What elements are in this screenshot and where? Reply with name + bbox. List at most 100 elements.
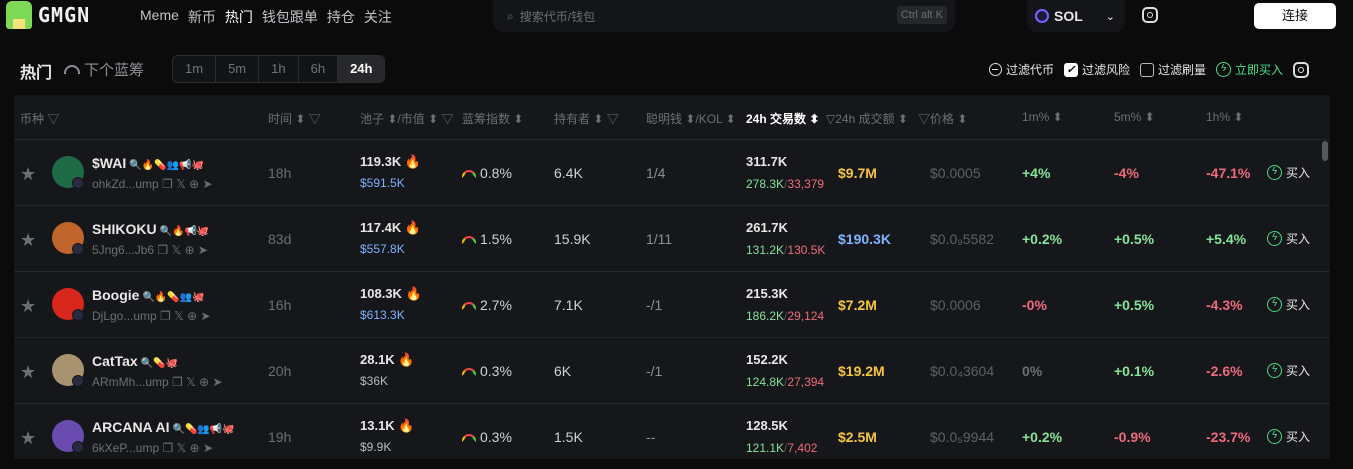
lightning-icon: ϟ xyxy=(1267,429,1282,444)
token-address[interactable]: ARmMh...ump ❐ 𝕏 ⊕ ➤ xyxy=(92,375,223,389)
table-row[interactable]: ★ SHIKOKU 🔍🔥📢🐙 5Jng6...Jb6 ❐ 𝕏 ⊕ ➤ 83d 11… xyxy=(14,205,1330,271)
bluechip-index: 1.5% xyxy=(462,231,512,247)
token-name[interactable]: Boogie 🔍🔥💊👥🐙 xyxy=(92,287,205,303)
logo[interactable]: GMGN xyxy=(6,1,90,29)
buy-button[interactable]: ϟ 买入 xyxy=(1267,164,1310,181)
copy-x-web-telegram-icons[interactable]: ❐ 𝕏 ⊕ ➤ xyxy=(157,243,208,257)
price: $0.0006 xyxy=(930,297,981,313)
buys-sells: 278.3K/33,379 xyxy=(746,177,825,191)
bluechip-index: 2.7% xyxy=(462,297,512,313)
copy-x-web-telegram-icons[interactable]: ❐ 𝕏 ⊕ ➤ xyxy=(172,375,223,389)
search-input[interactable]: ⌕ 搜索代币/钱包 Ctrl alt K xyxy=(493,0,955,32)
buy-button[interactable]: ϟ 买入 xyxy=(1267,362,1310,379)
col-smart-kol[interactable]: 聪明钱 ⬍/KOL ⬍ xyxy=(646,112,736,126)
nav-item[interactable]: 关注 xyxy=(363,9,392,25)
token-name[interactable]: ARCANA AI 🔍💊👥📢🐙 xyxy=(92,419,235,435)
tab-6h[interactable]: 6h xyxy=(299,56,339,82)
copy-x-web-telegram-icons[interactable]: ❐ 𝕏 ⊕ ➤ xyxy=(162,177,213,191)
tab-1h[interactable]: 1h xyxy=(259,56,299,82)
tab-1m[interactable]: 1m xyxy=(173,56,217,82)
tab-24h[interactable]: 24h xyxy=(338,56,385,82)
buy-button[interactable]: ϟ 买入 xyxy=(1267,230,1310,247)
quick-buy-toggle[interactable]: ϟ 立即买入 xyxy=(1215,61,1283,78)
minus-circle-icon xyxy=(988,63,1002,76)
favorite-star-icon[interactable]: ★ xyxy=(20,428,37,448)
col-volume[interactable]: ▽24h 成交额 ⬍ xyxy=(826,112,908,126)
favorite-star-icon[interactable]: ★ xyxy=(20,296,37,316)
token-name[interactable]: CatTax 🔍💊🐙 xyxy=(92,353,179,369)
nav-item[interactable]: 钱包跟单 xyxy=(261,9,318,25)
nav-item[interactable]: 新币 xyxy=(187,9,216,25)
col-pool-mcap[interactable]: 池子 ⬍/市值 ⬍ ▽ xyxy=(360,112,454,126)
shortcut-hint: Ctrl alt K xyxy=(896,6,947,24)
solana-badge-icon xyxy=(72,243,84,255)
scrollbar[interactable] xyxy=(1322,141,1328,161)
token-address[interactable]: DjLgo...ump ❐ 𝕏 ⊕ ➤ xyxy=(92,309,211,323)
lightning-icon: ϟ xyxy=(1267,297,1282,312)
buys-sells: 131.2K/130.5K xyxy=(746,243,826,257)
lightning-icon: ϟ xyxy=(1267,165,1282,180)
col-time[interactable]: 时间 ⬍ ▽ xyxy=(268,112,321,126)
table-row[interactable]: ★ $WAI 🔍🔥💊👥📢🐙 ohkZd...ump ❐ 𝕏 ⊕ ➤ 18h 119… xyxy=(14,139,1330,205)
change-5m: +0.5% xyxy=(1114,231,1155,247)
volume: $190.3K xyxy=(838,231,891,247)
col-5m[interactable]: 5m% ⬍ xyxy=(1114,110,1155,124)
token-name[interactable]: $WAI 🔍🔥💊👥📢🐙 xyxy=(92,155,204,171)
col-bluechip[interactable]: 蓝筹指数 ⬍ xyxy=(462,112,524,126)
token-address[interactable]: 5Jng6...Jb6 ❐ 𝕏 ⊕ ➤ xyxy=(92,243,208,257)
quick-buy-settings-icon[interactable] xyxy=(1293,61,1309,78)
settings-icon[interactable] xyxy=(1142,7,1158,23)
filter-wash-checkbox[interactable]: 过滤刷量 xyxy=(1139,61,1206,78)
nav-item[interactable]: 热门 xyxy=(224,9,253,25)
token-address[interactable]: 6kXeP...ump ❐ 𝕏 ⊕ ➤ xyxy=(92,441,214,455)
token-tag-icons: 🔍💊🐙 xyxy=(140,358,179,369)
table-header: 币种 ▽ 时间 ⬍ ▽ 池子 ⬍/市值 ⬍ ▽ 蓝筹指数 ⬍ 持有者 ⬍ ▽ 聪… xyxy=(14,95,1330,139)
copy-x-web-telegram-icons[interactable]: ❐ 𝕏 ⊕ ➤ xyxy=(162,441,214,455)
bluechip-index: 0.3% xyxy=(462,429,512,445)
nav-item[interactable]: 持仓 xyxy=(326,9,355,25)
page-title: 热门 xyxy=(20,65,53,82)
table-row[interactable]: ★ ARCANA AI 🔍💊👥📢🐙 6kXeP...ump ❐ 𝕏 ⊕ ➤ 19h… xyxy=(14,403,1330,469)
gauge-icon xyxy=(462,368,476,376)
gauge-icon xyxy=(462,170,476,178)
table-row[interactable]: ★ Boogie 🔍🔥💊👥🐙 DjLgo...ump ❐ 𝕏 ⊕ ➤ 16h 10… xyxy=(14,271,1330,337)
col-holders[interactable]: 持有者 ⬍ ▽ xyxy=(554,112,619,126)
smart-money-kol: 1/11 xyxy=(646,231,673,247)
tx-count: 261.7K xyxy=(746,220,788,235)
pool-liquidity: 28.1K 🔥 xyxy=(360,352,415,367)
nav-item[interactable]: Meme xyxy=(140,7,179,23)
filter-risk-checkbox[interactable]: ✓ 过滤风险 xyxy=(1063,61,1130,78)
token-age: 20h xyxy=(268,363,292,379)
price: $0.0₉5582 xyxy=(930,231,994,247)
connect-button[interactable]: 连接 xyxy=(1254,3,1336,29)
change-1h: -2.6% xyxy=(1206,363,1243,379)
table-row[interactable]: ★ CatTax 🔍💊🐙 ARmMh...ump ❐ 𝕏 ⊕ ➤ 20h 28.1… xyxy=(14,337,1330,403)
col-1h[interactable]: 1h% ⬍ xyxy=(1206,110,1244,124)
favorite-star-icon[interactable]: ★ xyxy=(20,362,37,382)
col-1m[interactable]: 1m% ⬍ xyxy=(1022,110,1063,124)
gauge-icon xyxy=(462,434,476,442)
bluechip-index: 0.8% xyxy=(462,165,512,181)
buy-button[interactable]: ϟ 买入 xyxy=(1267,428,1310,445)
chain-selector[interactable]: SOL ⌄ xyxy=(1027,0,1125,32)
solana-badge-icon xyxy=(72,177,84,189)
favorite-star-icon[interactable]: ★ xyxy=(20,230,37,250)
copy-x-web-telegram-icons[interactable]: ❐ 𝕏 ⊕ ➤ xyxy=(160,309,211,323)
frog-logo-icon xyxy=(6,1,32,29)
gauge-icon xyxy=(462,302,476,310)
token-address[interactable]: ohkZd...ump ❐ 𝕏 ⊕ ➤ xyxy=(92,177,213,191)
trending-table: 币种 ▽ 时间 ⬍ ▽ 池子 ⬍/市值 ⬍ ▽ 蓝筹指数 ⬍ 持有者 ⬍ ▽ 聪… xyxy=(14,95,1330,459)
price: $0.0₄3604 xyxy=(930,363,995,379)
col-tx[interactable]: 24h 交易数 ⬍ xyxy=(746,112,820,126)
next-bluechip-link[interactable]: 下个蓝筹 xyxy=(64,59,144,80)
price: $0.0005 xyxy=(930,165,981,181)
favorite-star-icon[interactable]: ★ xyxy=(20,164,37,184)
col-price[interactable]: ▽价格 ⬍ xyxy=(918,112,968,126)
token-name[interactable]: SHIKOKU 🔍🔥📢🐙 xyxy=(92,221,210,237)
filter-token[interactable]: 过滤代币 xyxy=(988,61,1054,78)
buy-button[interactable]: ϟ 买入 xyxy=(1267,296,1310,313)
tab-5m[interactable]: 5m xyxy=(216,56,260,82)
smart-money-kol: 1/4 xyxy=(646,165,666,181)
col-token[interactable]: 币种 ▽ xyxy=(20,112,60,126)
change-1h: -47.1% xyxy=(1206,165,1251,181)
